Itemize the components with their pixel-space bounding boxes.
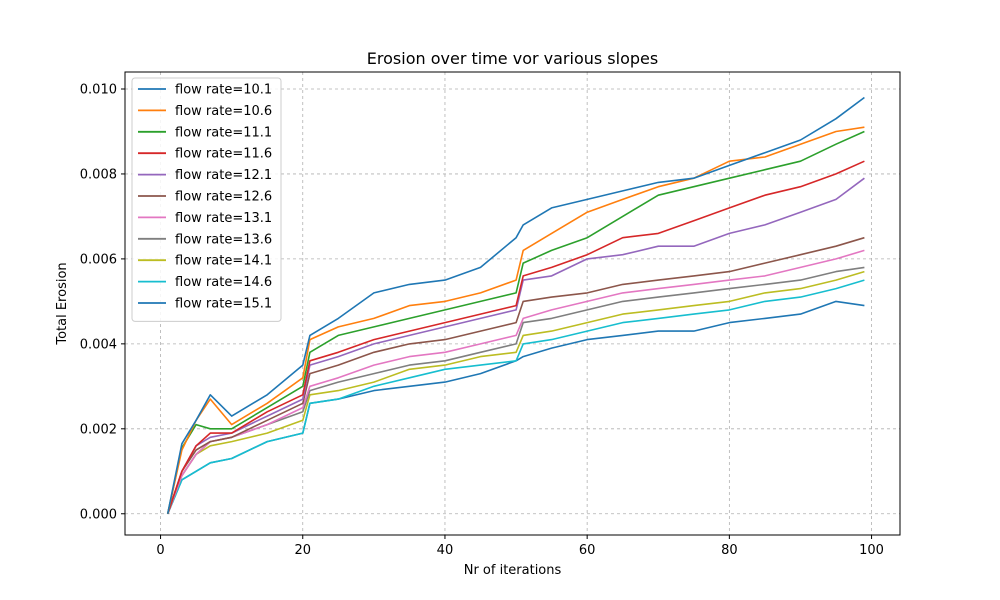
legend-label: flow rate=13.6: [175, 232, 272, 247]
y-tick-label: 0.006: [80, 252, 117, 267]
series-line: [166, 279, 865, 515]
x-tick-label: 100: [859, 543, 884, 558]
series-line: [166, 160, 865, 515]
legend-label: flow rate=11.1: [175, 125, 272, 140]
legend-label: flow rate=14.6: [175, 275, 272, 290]
legend-box: [131, 77, 282, 322]
legend-label: flow rate=10.1: [175, 83, 272, 98]
legend-label: flow rate=11.6: [175, 147, 272, 162]
series-lines: [166, 96, 865, 515]
series-line: [166, 130, 865, 514]
x-tick-label: 40: [437, 543, 454, 558]
series-line: [166, 96, 865, 514]
legend: flow rate=10.1 flow rate=10.6 flow rate=11…: [131, 77, 282, 322]
x-tick-label: 0: [156, 543, 164, 558]
grid-lines: [125, 72, 900, 535]
y-axis-label: Total Erosion: [55, 262, 70, 345]
legend-label: flow rate=14.1: [175, 254, 272, 269]
series-line: [166, 236, 865, 515]
legend-label: flow rate=13.1: [175, 211, 272, 226]
y-tick-label: 0.004: [80, 337, 117, 352]
y-tick-label: 0.000: [80, 507, 117, 522]
legend-label: flow rate=12.6: [175, 190, 272, 205]
x-tick-label: 20: [294, 543, 311, 558]
y-tick-label: 0.008: [80, 167, 117, 182]
x-tick-label: 60: [579, 543, 596, 558]
y-tick-label: 0.010: [80, 82, 117, 97]
axis-ticks: 0 20 40 60 80 100 0.000 0.002 0.004 0.006 0.008 0.0…: [80, 82, 884, 558]
series-line: [166, 126, 865, 514]
x-axis-label: Nr of iterations: [464, 563, 562, 578]
legend-label: flow rate=10.6: [175, 104, 272, 119]
legend-label: flow rate=15.1: [175, 297, 272, 312]
x-tick-label: 80: [721, 543, 738, 558]
series-line: [166, 270, 865, 515]
chart-title: Erosion over time vor various slopes: [367, 49, 658, 68]
y-tick-label: 0.002: [80, 422, 117, 437]
legend-label: flow rate=12.1: [175, 168, 272, 183]
plot-area-frame: [124, 71, 901, 536]
